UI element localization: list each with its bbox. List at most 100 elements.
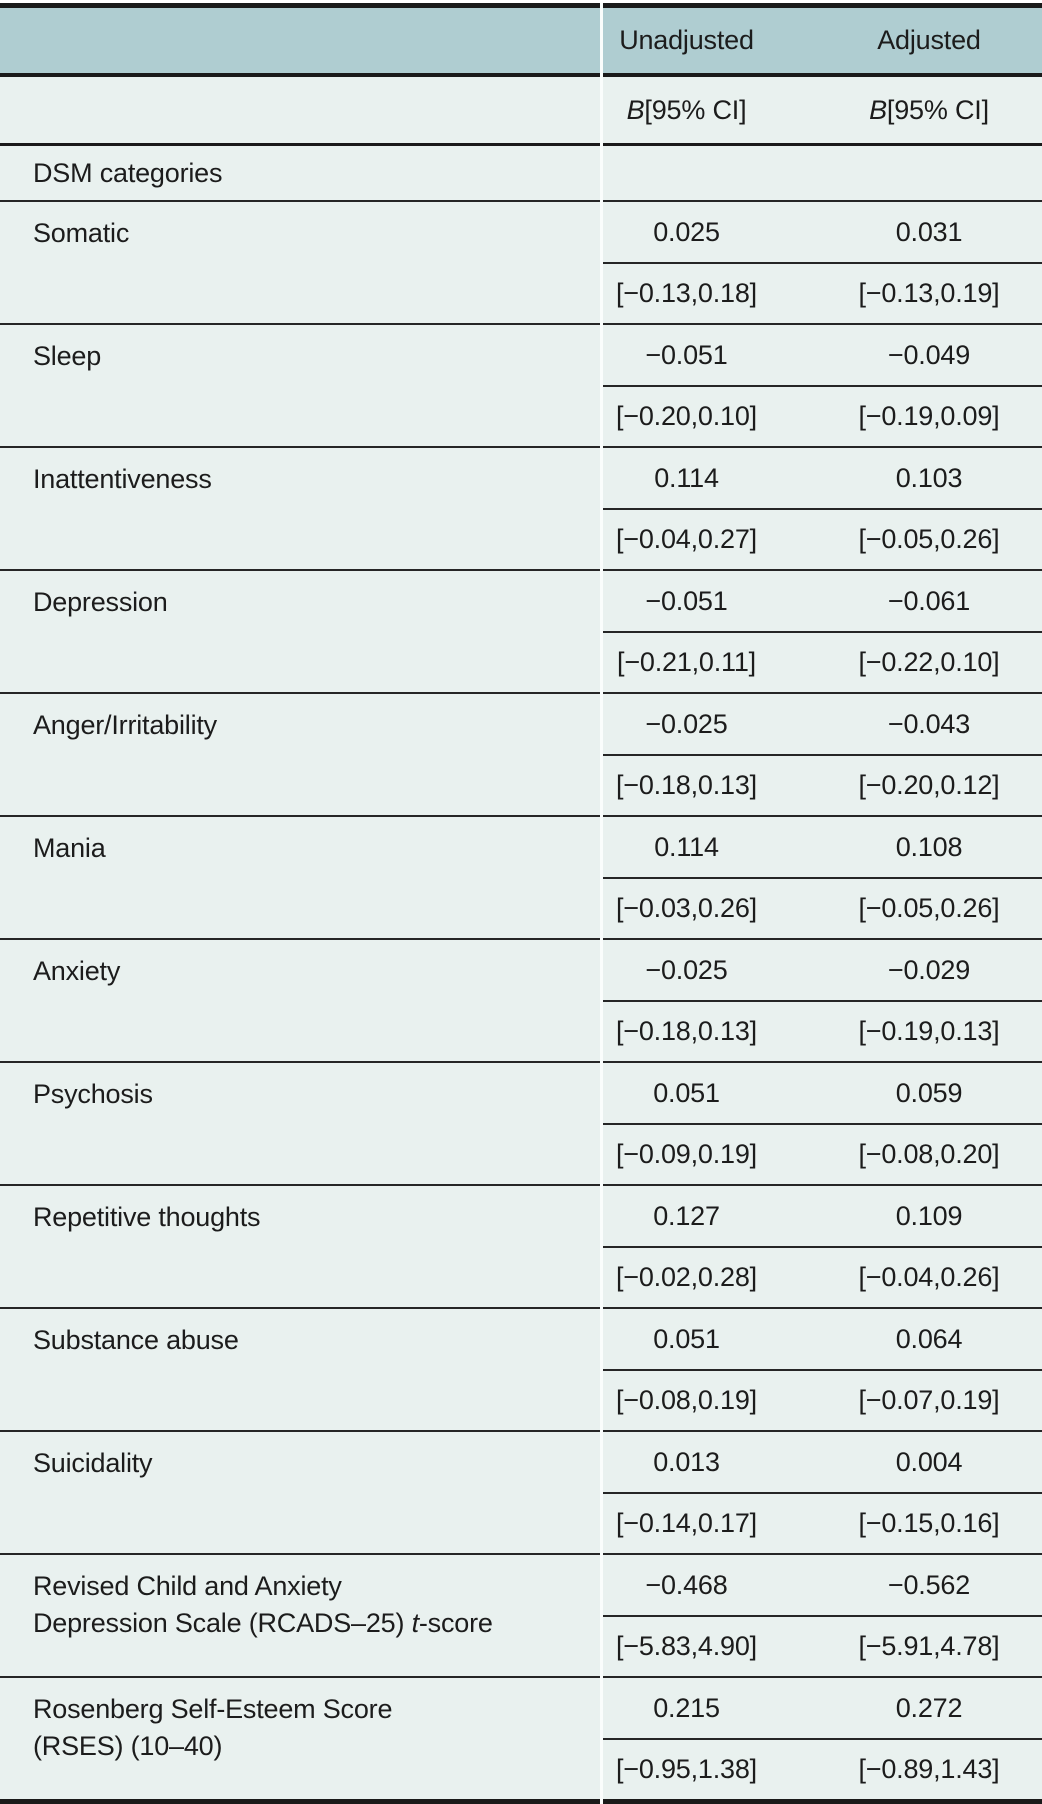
- adjusted-estimate: 0.103: [895, 462, 963, 493]
- column-header-row: Unadjusted Adjusted: [0, 8, 1042, 73]
- unadjusted-ci: [−0.18,0.13]: [616, 1016, 757, 1046]
- row-label: Revised Child and Anxiety Depression Scal…: [33, 1571, 493, 1638]
- table-row: Mania 0.114 0.108 [−0.03,0.26] [−0.05,0.…: [0, 815, 1042, 938]
- table-row: Sleep −0.051 −0.049 [−0.20,0.10] [−0.19,…: [0, 323, 1042, 446]
- adjusted-ci: [−0.19,0.09]: [858, 401, 1000, 431]
- divider: [603, 1369, 1042, 1371]
- table-body: Somatic 0.025 0.031 [−0.13,0.18] [−0.13,…: [0, 200, 1042, 1799]
- row-label: Mania: [33, 833, 106, 863]
- adjusted-estimate: −0.029: [887, 954, 971, 985]
- unadjusted-ci: [−0.20,0.10]: [616, 401, 757, 431]
- adjusted-ci: [−0.04,0.26]: [858, 1262, 1000, 1292]
- unadjusted-ci: [−0.13,0.18]: [616, 278, 757, 308]
- adjusted-ci: [−0.13,0.19]: [858, 278, 1000, 308]
- table-top-border: [0, 3, 1042, 8]
- divider: [603, 1492, 1042, 1494]
- unadjusted-ci: [−0.09,0.19]: [616, 1139, 757, 1169]
- regression-results-table: Unadjusted Adjusted B [95% CI] B [95% CI…: [0, 3, 1042, 1804]
- unadjusted-ci: [−0.95,1.38]: [616, 1754, 757, 1784]
- unadjusted-estimate: −0.051: [645, 585, 728, 616]
- table-row: Anger/Irritability −0.025 −0.043 [−0.18,…: [0, 692, 1042, 815]
- row-label: Rosenberg Self-Esteem Score (RSES) (10–40…: [33, 1694, 393, 1761]
- adjusted-estimate: −0.049: [887, 339, 971, 370]
- unadjusted-estimate: 0.051: [653, 1077, 720, 1108]
- table-row: Revised Child and Anxiety Depression Scal…: [0, 1553, 1042, 1676]
- table-row: Depression −0.051 −0.061 [−0.21,0.11] [−…: [0, 569, 1042, 692]
- section-header-row: DSM categories: [0, 146, 1042, 200]
- row-label: Sleep: [33, 341, 102, 371]
- divider: [603, 1738, 1042, 1740]
- unadjusted-estimate: 0.025: [653, 216, 720, 247]
- adjusted-estimate: −0.043: [887, 708, 971, 739]
- divider: [603, 1123, 1042, 1125]
- table-row: Somatic 0.025 0.031 [−0.13,0.18] [−0.13,…: [0, 200, 1042, 323]
- row-label: Repetitive thoughts: [33, 1202, 261, 1232]
- unadjusted-estimate: 0.215: [653, 1692, 720, 1723]
- adjusted-ci: [−0.15,0.16]: [858, 1508, 1000, 1538]
- adjusted-estimate: 0.272: [895, 1692, 963, 1723]
- divider: [603, 1615, 1042, 1617]
- row-label: Anger/Irritability: [33, 710, 217, 740]
- unadjusted-estimate: 0.114: [654, 462, 719, 493]
- table-bottom-border: [0, 1799, 1042, 1804]
- adjusted-ci: [−0.07,0.19]: [858, 1385, 1000, 1415]
- unadjusted-ci: [−0.21,0.11]: [617, 647, 756, 677]
- row-label: Suicidality: [33, 1448, 153, 1478]
- divider: [0, 143, 1042, 146]
- row-label: Depression: [33, 587, 168, 617]
- unadjusted-estimate: −0.025: [645, 954, 728, 985]
- adjusted-ci: [−0.08,0.20]: [858, 1139, 1000, 1169]
- header-stub-cell: [0, 8, 603, 73]
- divider: [603, 1246, 1042, 1248]
- unadjusted-estimate: 0.051: [653, 1323, 720, 1354]
- section-header: DSM categories: [33, 157, 223, 188]
- adjusted-estimate: 0.004: [895, 1446, 963, 1477]
- subheader-stub-cell: [0, 77, 603, 143]
- unadjusted-ci: [−0.18,0.13]: [616, 770, 757, 800]
- unadjusted-estimate: 0.013: [653, 1446, 720, 1477]
- unadjusted-ci: [−5.83,4.90]: [616, 1631, 757, 1661]
- unadjusted-estimate: 0.127: [653, 1200, 720, 1231]
- divider: [603, 262, 1042, 264]
- unadjusted-ci: [−0.08,0.19]: [616, 1385, 757, 1415]
- table-row: Rosenberg Self-Esteem Score (RSES) (10–40…: [0, 1676, 1042, 1799]
- table-row: Anxiety −0.025 −0.029 [−0.18,0.13] [−0.1…: [0, 938, 1042, 1061]
- adjusted-estimate: 0.109: [895, 1200, 963, 1231]
- adjusted-estimate: 0.059: [895, 1077, 963, 1108]
- divider: [603, 631, 1042, 633]
- table-row: Repetitive thoughts 0.127 0.109 [−0.02,0…: [0, 1184, 1042, 1307]
- unadjusted-estimate: 0.114: [654, 831, 719, 862]
- unadjusted-ci: [−0.03,0.26]: [616, 893, 757, 923]
- divider: [0, 73, 1042, 77]
- table-row: Psychosis 0.051 0.059 [−0.09,0.19] [−0.0…: [0, 1061, 1042, 1184]
- divider: [603, 877, 1042, 879]
- row-label: Somatic: [33, 218, 130, 248]
- row-label: Substance abuse: [33, 1325, 239, 1355]
- adjusted-estimate: −0.562: [887, 1569, 971, 1600]
- unadjusted-estimate: −0.051: [645, 339, 728, 370]
- unadjusted-estimate: −0.025: [645, 708, 728, 739]
- table-row: Suicidality 0.013 0.004 [−0.14,0.17] [−0…: [0, 1430, 1042, 1553]
- adjusted-ci: [−0.05,0.26]: [858, 893, 1000, 923]
- row-label: Inattentiveness: [33, 464, 212, 494]
- row-label: Anxiety: [33, 956, 121, 986]
- divider: [603, 754, 1042, 756]
- column-separator-line: [600, 3, 603, 1804]
- divider: [603, 385, 1042, 387]
- adjusted-estimate: 0.108: [895, 831, 963, 862]
- column-header-adjusted: Adjusted: [877, 25, 981, 55]
- table-row: Substance abuse 0.051 0.064 [−0.08,0.19]…: [0, 1307, 1042, 1430]
- divider: [603, 1000, 1042, 1002]
- adjusted-ci: [−0.22,0.10]: [858, 647, 1000, 677]
- unadjusted-ci: [−0.14,0.17]: [616, 1508, 757, 1538]
- unadjusted-estimate: −0.468: [645, 1569, 728, 1600]
- unadjusted-ci: [−0.02,0.28]: [616, 1262, 757, 1292]
- column-header-unadjusted: Unadjusted: [619, 25, 754, 55]
- table-row: Inattentiveness 0.114 0.103 [−0.04,0.27]…: [0, 446, 1042, 569]
- adjusted-estimate: −0.061: [887, 585, 971, 616]
- unadjusted-ci: [−0.04,0.27]: [616, 524, 757, 554]
- subheader-row: B [95% CI] B [95% CI]: [0, 77, 1042, 143]
- adjusted-ci: [−0.19,0.13]: [858, 1016, 1000, 1046]
- adjusted-estimate: 0.031: [895, 216, 963, 247]
- adjusted-ci: [−5.91,4.78]: [858, 1631, 1000, 1661]
